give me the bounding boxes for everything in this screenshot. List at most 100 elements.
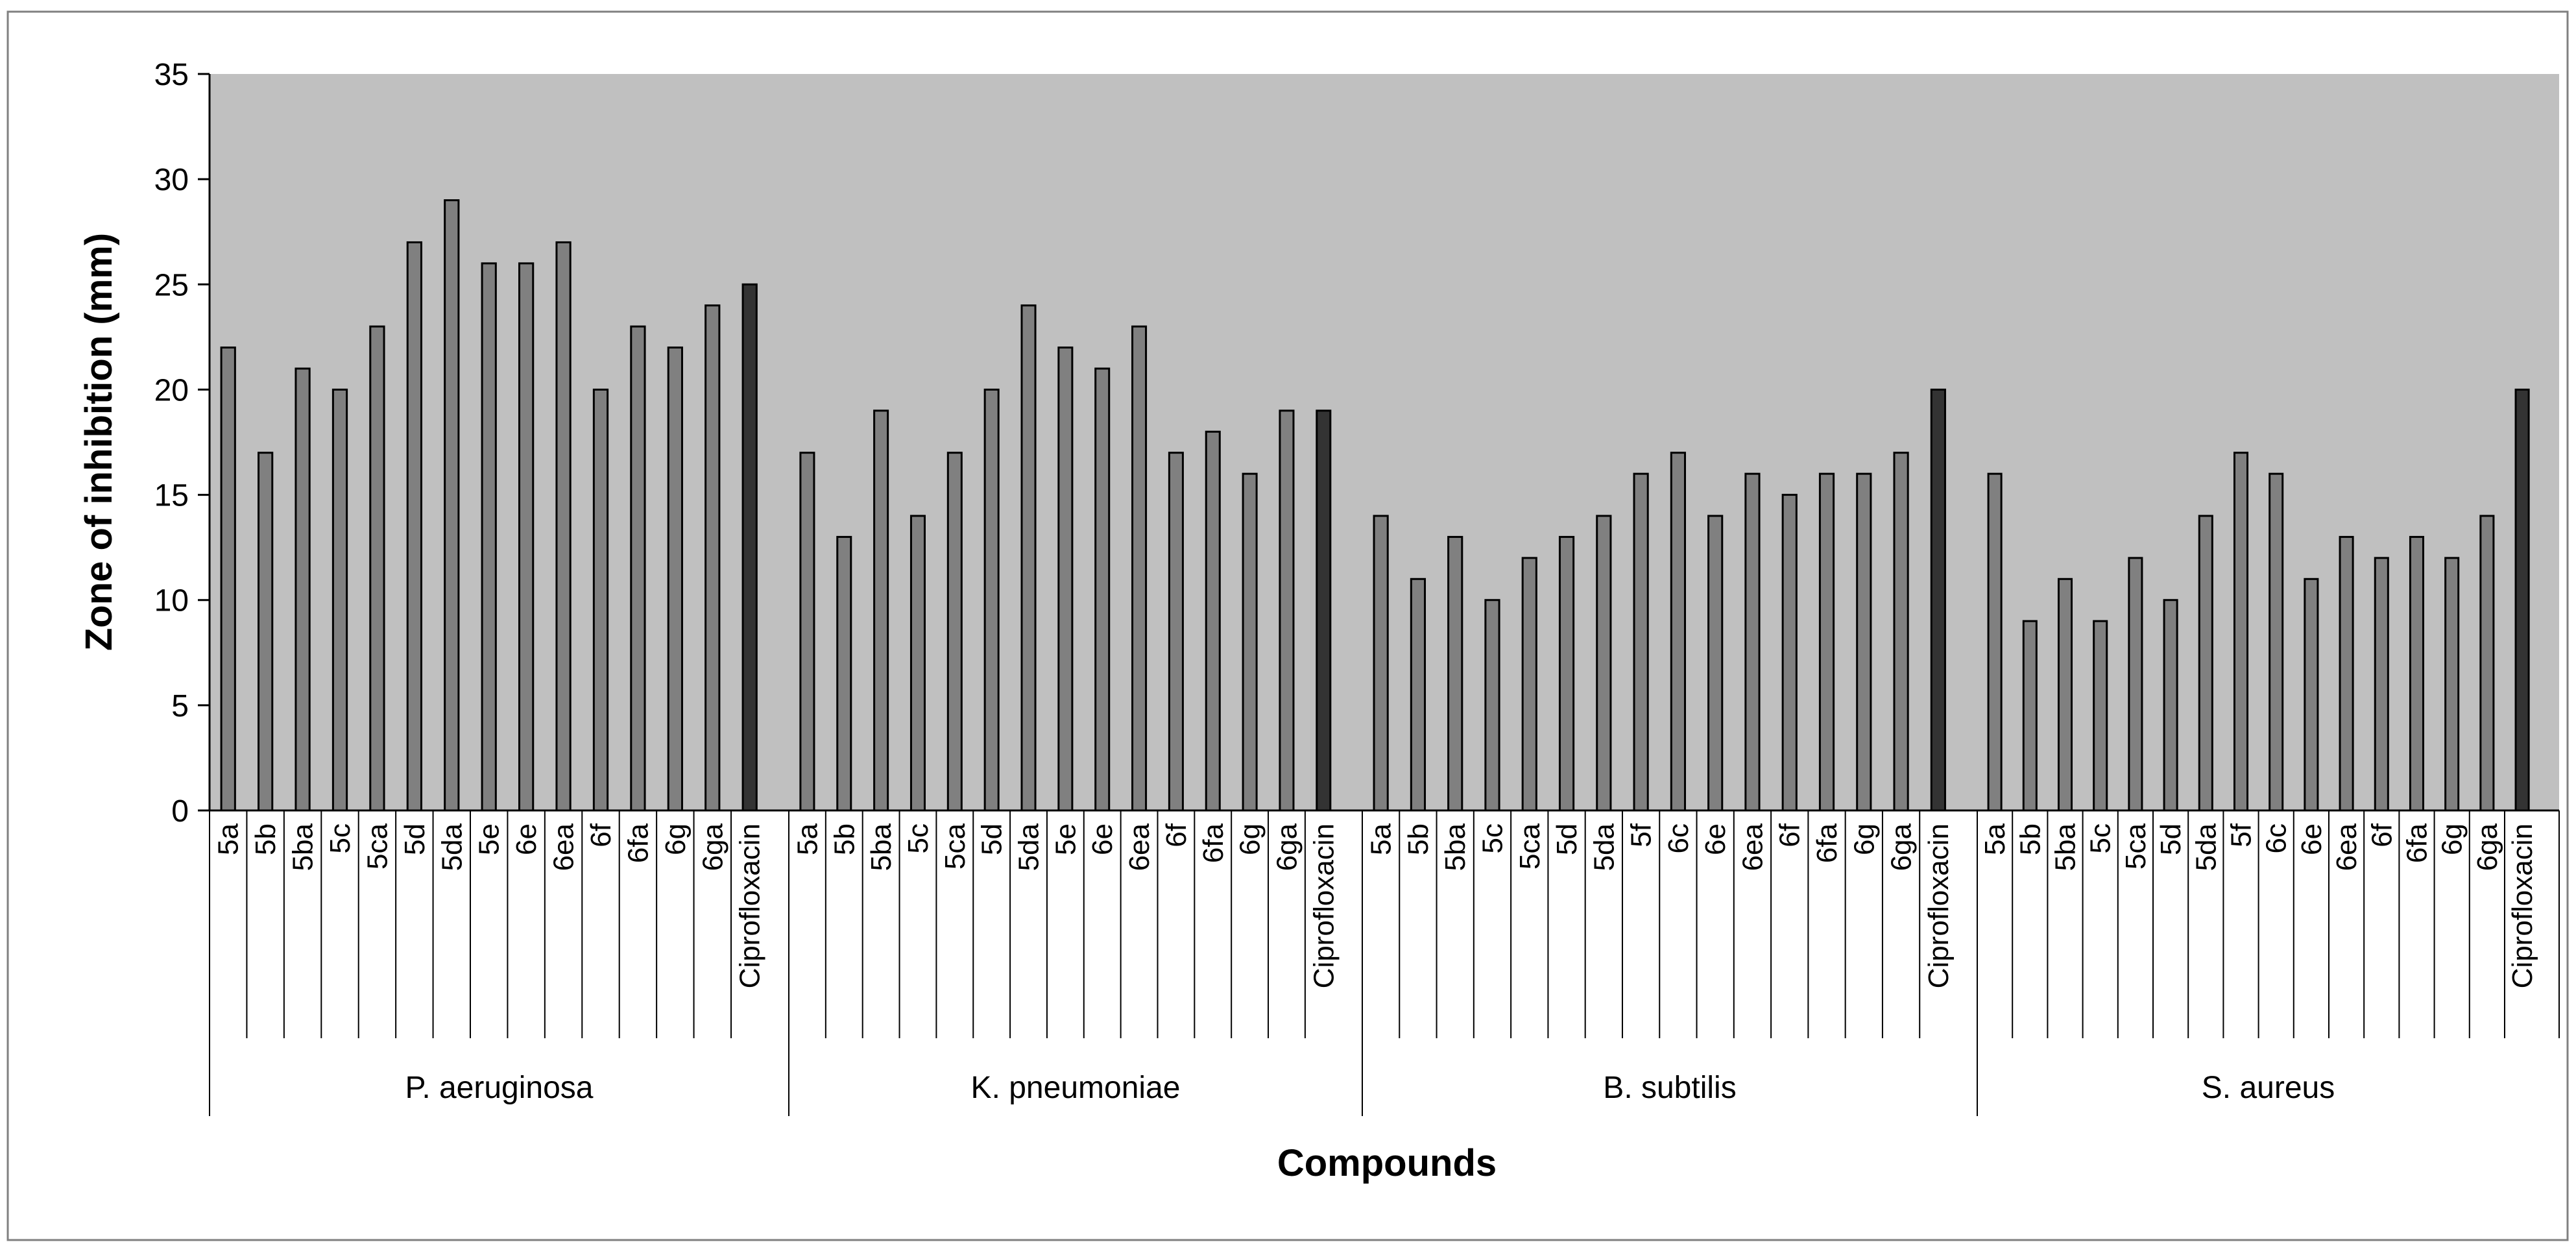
x-tick-label: 6g bbox=[1848, 823, 1880, 855]
x-tick-label: 5c bbox=[2085, 823, 2117, 853]
bar bbox=[592, 388, 609, 812]
bar bbox=[2444, 557, 2460, 812]
x-tick-label: 6ga bbox=[697, 823, 728, 871]
bar bbox=[1205, 430, 1221, 812]
x-tick-label: 6f bbox=[2366, 823, 2398, 847]
bar bbox=[630, 325, 646, 812]
x-tick-label: 5ba bbox=[1439, 823, 1471, 871]
bar bbox=[799, 452, 815, 812]
x-tick-label: 5e bbox=[474, 823, 505, 855]
bar bbox=[946, 452, 963, 812]
y-tick-label: 25 bbox=[154, 268, 189, 302]
bar bbox=[1856, 472, 1872, 812]
x-tick-label: 5d bbox=[1551, 823, 1583, 855]
x-tick-label: 6e bbox=[1700, 823, 1731, 855]
x-tick-label: 6c bbox=[2261, 823, 2293, 853]
bar bbox=[2479, 515, 2495, 812]
bar bbox=[1131, 325, 1148, 812]
bar bbox=[481, 262, 497, 812]
bar bbox=[1521, 557, 1537, 812]
x-tick-label: 5e bbox=[1050, 823, 1081, 855]
x-tick-label: 5c bbox=[902, 823, 934, 853]
bar bbox=[983, 388, 1000, 812]
x-tick-label: 6ea bbox=[1737, 823, 1768, 871]
bar bbox=[2514, 388, 2530, 812]
x-tick-label: 5ba bbox=[2049, 823, 2081, 871]
x-tick-label: 5d bbox=[2155, 823, 2187, 855]
bar bbox=[1316, 409, 1332, 812]
bar bbox=[1670, 452, 1686, 812]
x-tick-label: 5da bbox=[1013, 823, 1045, 871]
bar bbox=[1707, 515, 1724, 812]
y-tick-label: 20 bbox=[154, 373, 189, 408]
bar bbox=[1279, 409, 1295, 812]
bar bbox=[1596, 515, 1612, 812]
x-tick-label: 5d bbox=[976, 823, 1008, 855]
y-tick-label: 30 bbox=[154, 163, 189, 197]
y-tick-label: 10 bbox=[154, 584, 189, 618]
bar bbox=[873, 409, 889, 812]
x-tick-label: 5a bbox=[213, 823, 245, 855]
x-tick-label: 6fa bbox=[2401, 823, 2433, 863]
x-tick-label: 5b bbox=[828, 823, 860, 855]
bar bbox=[1242, 472, 1258, 812]
x-tick-label: 6f bbox=[1774, 823, 1806, 847]
y-tick-label: 15 bbox=[154, 479, 189, 513]
x-tick-label: 5ca bbox=[1514, 823, 1546, 869]
bar bbox=[2339, 535, 2354, 812]
bar bbox=[741, 283, 758, 812]
x-tick-label: 5c bbox=[1476, 823, 1508, 853]
x-tick-label: 6e bbox=[1087, 823, 1118, 855]
bar bbox=[704, 304, 721, 812]
bar bbox=[2128, 557, 2143, 812]
x-tick-label: 6g bbox=[2437, 823, 2468, 855]
bar bbox=[220, 347, 236, 812]
bar bbox=[1057, 347, 1074, 812]
x-tick-label: 5b bbox=[2014, 823, 2046, 855]
bar bbox=[1484, 599, 1500, 812]
x-tick-label: 5a bbox=[1366, 823, 1397, 855]
bar bbox=[2409, 535, 2425, 812]
bar bbox=[2163, 599, 2178, 812]
x-tick-label: 6ea bbox=[1124, 823, 1155, 871]
bar bbox=[1987, 472, 2003, 812]
bar bbox=[2057, 578, 2073, 812]
bar bbox=[1020, 304, 1037, 812]
bar bbox=[295, 367, 311, 812]
bar bbox=[1168, 452, 1184, 812]
bar bbox=[444, 199, 460, 812]
x-tick-label: 5ba bbox=[865, 823, 897, 871]
y-tick-label: 35 bbox=[154, 58, 189, 92]
bar bbox=[1930, 388, 1946, 812]
bar bbox=[2374, 557, 2389, 812]
group-label: S. aureus bbox=[2202, 1071, 2335, 1105]
x-tick-label: 6fa bbox=[622, 823, 654, 863]
x-tick-label: Ciprofloxacin bbox=[1923, 823, 1955, 988]
x-axis-title: Compounds bbox=[1277, 1142, 1497, 1184]
y-axis-ticks: 0 5 10 15 20 25 30 35 bbox=[154, 58, 210, 829]
bar bbox=[909, 515, 926, 812]
x-tick-label: 6g bbox=[660, 823, 692, 855]
x-tick-label: 6ea bbox=[2331, 823, 2363, 871]
x-tick-label: 5ca bbox=[361, 823, 393, 869]
bar bbox=[406, 241, 422, 812]
bar bbox=[1818, 472, 1835, 812]
x-tick-label: 6fa bbox=[1811, 823, 1843, 863]
x-tick-label: 5ba bbox=[287, 823, 319, 871]
bar bbox=[1094, 367, 1111, 812]
group-label: P. aeruginosa bbox=[405, 1071, 593, 1105]
x-tick-label: 5d bbox=[399, 823, 431, 855]
x-tick-label: 6fa bbox=[1198, 823, 1229, 863]
x-tick-label: 5b bbox=[250, 823, 282, 855]
bar bbox=[2022, 620, 2038, 812]
x-tick-label: 6c bbox=[1663, 823, 1694, 853]
group-label: B. subtilis bbox=[1603, 1071, 1736, 1105]
x-tick-label: 6e bbox=[2296, 823, 2328, 855]
x-tick-label: 5ca bbox=[2120, 823, 2152, 869]
bar bbox=[1781, 494, 1798, 812]
x-tick-label: 6e bbox=[511, 823, 542, 855]
x-tick-label: 5c bbox=[324, 823, 356, 853]
y-tick-label: 5 bbox=[171, 689, 189, 724]
bar bbox=[2093, 620, 2108, 812]
